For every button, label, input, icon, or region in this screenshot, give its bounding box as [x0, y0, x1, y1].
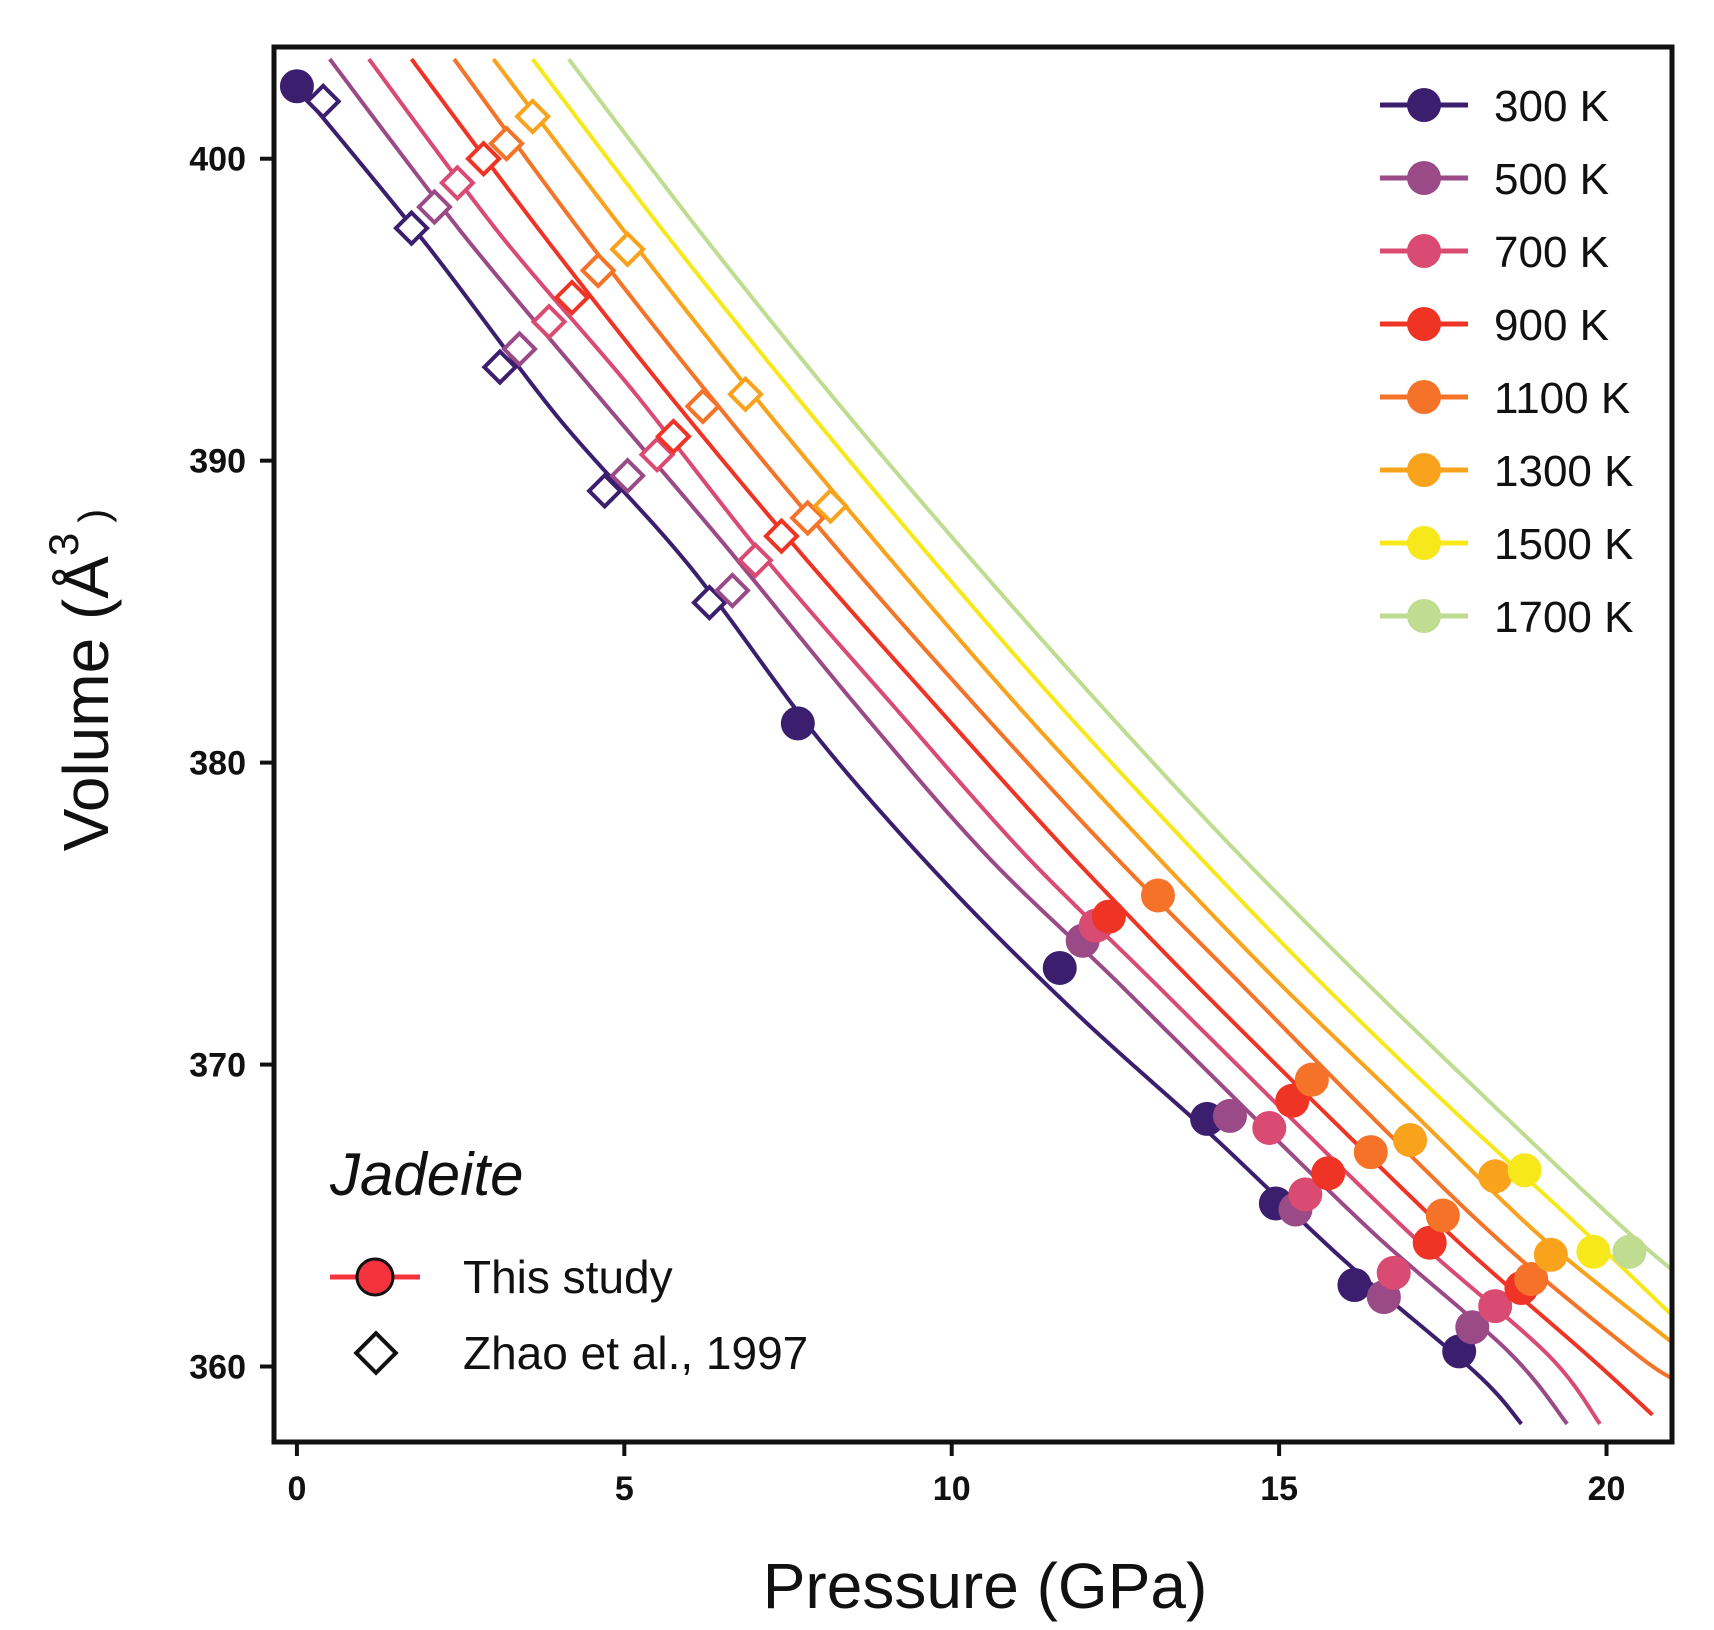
fit-line-1300-k: [491, 57, 1672, 1344]
study-point-1300-k-0: [1393, 1123, 1428, 1158]
study-point-500-k-4: [1455, 1310, 1490, 1345]
y-axis: 360 370 380 390 400: [189, 141, 274, 1387]
mineral-name: Jadeite: [329, 1141, 523, 1208]
study-point-700-k-1: [1252, 1110, 1287, 1145]
zhao-point-300-k-3: [586, 472, 624, 510]
legend-marker-300-k: [1407, 88, 1441, 122]
legend-label-900-k: 900 K: [1494, 301, 1609, 350]
study-point-1100-k-1: [1294, 1062, 1329, 1097]
legend-marker-500-k: [1407, 161, 1441, 195]
zhao-point-900-k-3: [763, 517, 800, 555]
zhao-point-1100-k-2: [684, 387, 722, 425]
zhao-1997-points: [304, 82, 849, 621]
zhao-point-900-k-2: [655, 418, 692, 455]
zhao-legend-label: Zhao et al., 1997: [463, 1327, 808, 1379]
y-tick-label-390: 390: [189, 443, 246, 481]
zhao-point-1300-k-1: [609, 230, 646, 268]
zhao-legend-marker: [353, 1330, 399, 1376]
legend-label-1300-k: 1300 K: [1494, 447, 1633, 496]
zhao-point-1300-k-3: [812, 487, 849, 525]
legend-label-1700-k: 1700 K: [1494, 593, 1633, 642]
zhao-point-1300-k-0: [514, 98, 552, 135]
fit-line-1700-k: [567, 57, 1672, 1272]
study-point-1100-k-3: [1425, 1198, 1460, 1233]
zhao-point-700-k-1: [530, 303, 568, 341]
legend-marker-700-k: [1407, 234, 1441, 268]
zhao-point-500-k-1: [501, 330, 538, 368]
study-point-900-k-3: [1412, 1225, 1447, 1260]
annotation-box: Jadeite This study Zhao et al., 1997: [329, 1141, 808, 1379]
zhao-point-700-k-0: [438, 164, 476, 202]
this-study-points: [279, 69, 1647, 1369]
legend-label-500-k: 500 K: [1494, 155, 1609, 204]
legend-marker-1500-k: [1407, 526, 1441, 560]
plot-frame: [271, 44, 1675, 1445]
this-study-legend-label: This study: [463, 1251, 673, 1303]
y-tick-label-380: 380: [189, 745, 246, 783]
x-axis-title: Pressure (GPa): [763, 1550, 1208, 1622]
zhao-point-500-k-2: [609, 457, 646, 495]
x-tick-label-20: 20: [1588, 1470, 1626, 1508]
zhao-point-300-k-2: [481, 348, 519, 386]
study-point-1700-k-0: [1612, 1234, 1647, 1269]
y-tick-label-360: 360: [189, 1349, 246, 1387]
zhao-point-1100-k-0: [488, 125, 525, 163]
zhao-point-500-k-0: [416, 188, 453, 226]
study-point-300-k-1: [780, 706, 815, 741]
zhao-point-300-k-4: [691, 584, 728, 621]
x-tick-label-15: 15: [1260, 1470, 1298, 1508]
fit-line-900-k: [409, 57, 1654, 1417]
legend-label-1100-k: 1100 K: [1494, 374, 1630, 423]
this-study-legend-marker: [355, 1257, 395, 1297]
x-tick-label-0: 0: [287, 1470, 306, 1508]
zhao-point-500-k-3: [713, 572, 751, 609]
zhao-point-1100-k-1: [579, 252, 617, 289]
zhao-point-900-k-1: [553, 279, 591, 317]
y-axis-title-close: ): [70, 509, 117, 523]
study-point-500-k-1: [1213, 1098, 1248, 1133]
study-point-1100-k-2: [1353, 1135, 1388, 1170]
legend-marker-900-k: [1407, 307, 1441, 341]
x-tick-label-5: 5: [615, 1470, 634, 1508]
legend-marker-1700-k: [1407, 599, 1441, 633]
zhao-point-1300-k-2: [727, 375, 764, 413]
study-point-300-k-0: [279, 69, 314, 104]
legend-label-700-k: 700 K: [1494, 228, 1609, 277]
study-point-1100-k-4: [1514, 1261, 1549, 1296]
legend-marker-1100-k: [1407, 380, 1441, 414]
fit-line-1500-k: [531, 57, 1672, 1317]
x-axis: 0 5 10 15 20: [287, 1442, 1625, 1508]
y-tick-label-370: 370: [189, 1047, 246, 1085]
zhao-point-700-k-2: [638, 436, 676, 474]
fit-line-1100-k: [452, 57, 1672, 1381]
y-tick-label-400: 400: [189, 141, 246, 179]
study-point-300-k-5: [1337, 1267, 1372, 1302]
study-point-1500-k-0: [1507, 1153, 1542, 1188]
study-point-700-k-4: [1478, 1289, 1513, 1324]
study-point-700-k-2: [1288, 1177, 1323, 1212]
study-point-1100-k-0: [1140, 878, 1175, 913]
study-point-300-k-2: [1042, 950, 1077, 985]
y-axis-title-superscript: 3: [40, 533, 87, 556]
legend-label-1500-k: 1500 K: [1494, 520, 1633, 569]
study-point-1500-k-1: [1576, 1234, 1611, 1269]
legend: 300 K 500 K 700 K 900 K 1100 K 1300 K 1500 K 17…: [1380, 82, 1633, 642]
legend-marker-1300-k: [1407, 453, 1441, 487]
zhao-point-300-k-1: [393, 209, 430, 247]
zhao-point-700-k-3: [736, 541, 774, 579]
y-axis-title-main: Volume (Å: [50, 556, 122, 852]
study-point-900-k-2: [1311, 1156, 1346, 1191]
study-point-700-k-3: [1376, 1255, 1411, 1290]
study-point-1300-k-2: [1533, 1237, 1568, 1272]
study-point-900-k-0: [1091, 899, 1126, 934]
study-point-1300-k-1: [1478, 1159, 1513, 1194]
zhao-point-1100-k-3: [789, 499, 827, 537]
zhao-point-900-k-0: [465, 140, 502, 178]
x-tick-label-10: 10: [933, 1470, 971, 1508]
zhao-point-300-k-0: [304, 82, 342, 120]
y-axis-title: Volume (Å3): [40, 509, 122, 852]
legend-label-300-k: 300 K: [1494, 82, 1609, 131]
